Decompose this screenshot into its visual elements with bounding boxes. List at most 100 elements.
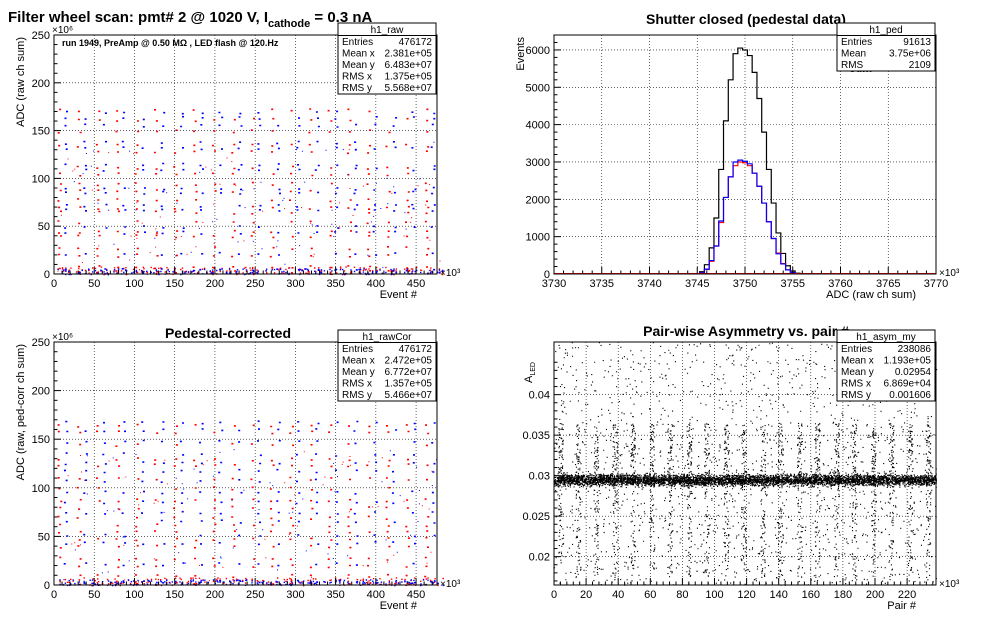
chart-h1_ped: Shutter closed (pedestal data) 3730 3735 37… (515, 11, 960, 301)
x-tick-label: 3745 (685, 278, 709, 290)
y-tick-label: 1000 (526, 232, 550, 244)
stats-value: 476172 (399, 37, 433, 48)
x-tick-label: 3730 (542, 278, 566, 290)
data-layer (57, 420, 444, 587)
stats-value: 2109 (909, 60, 932, 71)
scatter-points-on (59, 420, 444, 587)
stats-value: 91613 (903, 37, 931, 48)
x-tick-label: 200 (866, 589, 884, 601)
y-tick-label: 50 (38, 531, 50, 543)
x-tick-label: 100 (125, 278, 143, 290)
y-tick-label: 3000 (526, 157, 550, 169)
stats-value: 5.568e+07 (384, 83, 432, 94)
run-annotation: run 1949, PreAmp @ 0.50 MΩ , LED flash @… (62, 38, 279, 48)
chart-title: Pair-wise Asymmetry vs. pair # (643, 323, 849, 339)
y-tick-label: 4000 (526, 120, 550, 132)
stats-key: RMS x (841, 379, 871, 390)
stats-title: h1_raw (371, 25, 405, 36)
y-tick-label: 5000 (526, 82, 550, 94)
stats-value: 0.02954 (895, 367, 932, 378)
stats-title: h1_ped (869, 25, 902, 36)
x-tick-label: 350 (326, 589, 344, 601)
stats-value: 1.357e+05 (384, 379, 432, 390)
plot-frame (553, 341, 937, 586)
x-tick-label: 200 (206, 278, 224, 290)
stats-title: h1_rawCor (363, 332, 413, 343)
x-exponent: ×10³ (440, 579, 461, 590)
x-tick-label: 0 (551, 589, 557, 601)
chart-h1_asym_my: Pair-wise Asymmetry vs. pair # 0 20 40 60 80 1… (522, 323, 959, 612)
x-tick-label: 50 (88, 278, 100, 290)
stats-value: 6.483e+07 (384, 60, 432, 71)
x-tick-label: 3755 (781, 278, 805, 290)
data-layer (57, 108, 444, 276)
x-tick-label: 150 (166, 278, 184, 290)
stats-key: Mean x (342, 356, 375, 367)
x-exponent: ×10³ (440, 268, 461, 279)
stats-value: 1.375e+05 (384, 72, 432, 83)
x-tick-label: 150 (166, 589, 184, 601)
stats-title: h1_asym_my (856, 332, 915, 343)
x-tick-label: 40 (612, 589, 624, 601)
stats-frame (337, 22, 437, 95)
x-axis-label: Event # (380, 289, 418, 301)
x-tick-label: 300 (286, 278, 304, 290)
data-layer (554, 47, 936, 275)
y-exponent: ×10⁶ (52, 25, 73, 36)
y-tick-label: 200 (32, 78, 50, 90)
x-axis-label: Event # (380, 600, 418, 612)
axes: 0 50 100 150 200 250 300 350 400 450 0 50 100 150 200 2… (15, 25, 461, 301)
stats-value: 3.75e+06 (889, 49, 931, 60)
x-tick-label: 50 (88, 589, 100, 601)
x-axis-label: ADC (raw ch sum) (826, 289, 916, 301)
y-tick-label: 0.035 (522, 430, 550, 442)
stats-key: Entries (342, 344, 373, 355)
y-tick-label: 6000 (526, 45, 550, 57)
y-tick-label: 0.03 (529, 471, 550, 483)
chart-title: Shutter closed (pedestal data) (646, 11, 846, 27)
stats-key: Mean y (841, 367, 874, 378)
stats-key: RMS x (342, 379, 372, 390)
plot-frame (53, 34, 438, 275)
x-tick-label: 250 (246, 589, 264, 601)
axes: 0 20 40 60 80 100 120 140 160 180 200 220 0.02 0.025 0… (522, 361, 960, 612)
y-exponent: ×10⁶ (52, 332, 73, 343)
x-tick-label: 400 (367, 278, 385, 290)
y-tick-label: 0 (44, 269, 50, 281)
y-axis-label: ADC (raw, ped-corr ch sum) (15, 344, 27, 480)
scatter-points-off (57, 108, 444, 276)
stats-value: 6.869e+04 (883, 379, 931, 390)
stats-key: Mean y (342, 367, 375, 378)
x-tick-label: 3735 (590, 278, 614, 290)
stats-key: RMS y (342, 390, 372, 401)
plot-frame (53, 341, 438, 586)
x-tick-label: 450 (407, 278, 425, 290)
x-axis-label: Pair # (887, 600, 917, 612)
y-tick-label: 100 (32, 483, 50, 495)
x-tick-label: 3750 (733, 278, 757, 290)
x-tick-label: 250 (246, 278, 264, 290)
x-tick-label: 180 (834, 589, 852, 601)
x-tick-label: 3765 (876, 278, 900, 290)
stats-key: RMS y (342, 83, 372, 94)
x-tick-label: 160 (802, 589, 820, 601)
axes: 3730 3735 3740 3745 3750 3755 3760 3765 3770 0 100… (515, 37, 960, 301)
stats-key: Mean y (342, 60, 375, 71)
stats-frame (836, 22, 936, 72)
stats-frame (337, 329, 437, 402)
y-tick-label: 0.025 (522, 511, 550, 523)
y-tick-label: 0.02 (529, 552, 550, 564)
stats-value: 2.381e+05 (384, 49, 432, 60)
x-tick-label: 200 (206, 589, 224, 601)
y-tick-label: 250 (32, 337, 50, 349)
x-exponent: ×10³ (939, 268, 960, 279)
x-tick-label: 3770 (924, 278, 948, 290)
stats-value: 0.001606 (889, 390, 931, 401)
x-tick-label: 20 (580, 589, 592, 601)
stats-key: Mean x (841, 356, 874, 367)
x-tick-label: 450 (407, 589, 425, 601)
scatter-points-on (57, 110, 444, 276)
stats-key: RMS (841, 60, 864, 71)
